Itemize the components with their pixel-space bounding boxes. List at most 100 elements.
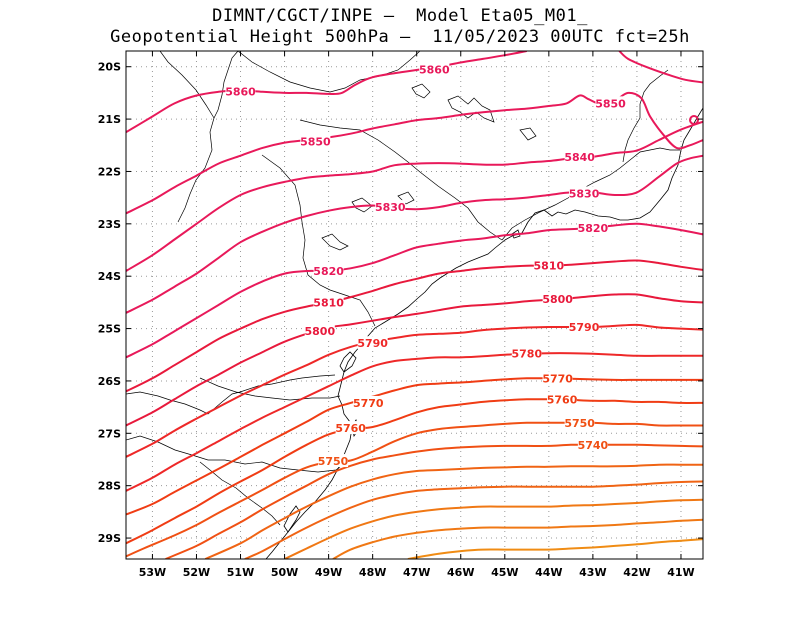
y-tick-label: 20S [98,61,121,74]
x-tick-label: 51W [227,566,254,579]
contour-label-5740: 5740 [578,439,609,452]
y-tick-label: 24S [98,270,121,283]
contour-line-5860 [126,51,527,134]
y-tick-label: 28S [98,480,121,493]
contour-label-5810: 5810 [534,260,565,273]
x-tick-label: 41W [667,566,694,579]
contour-line-5830 [126,154,703,314]
contour-line-5800 [126,293,703,427]
contour-label-5760: 5760 [547,393,578,406]
contour-line-5750 [126,421,703,558]
contour-label-5790: 5790 [357,337,388,350]
contour-line-5760 [126,398,703,545]
contour-label-5790: 5790 [569,321,600,334]
contour-label-bg [569,319,600,333]
closed-contour [689,115,699,125]
border-mg-es [622,117,641,163]
contour-line-5850 [126,91,703,215]
contour-label-bg [313,295,344,309]
y-tick-label: 23S [98,218,121,231]
contour-label-bg [569,186,600,200]
contour-lines-layer [126,51,703,559]
contour-label-bg [313,263,344,277]
contour-label-5860: 5860 [419,63,450,76]
border-ms-sp [213,51,239,119]
contour-label-5770: 5770 [353,397,384,410]
contour-label-bg [335,421,366,435]
border-mg-sp [299,119,503,241]
border-paraguay-brazil [159,51,215,223]
contour-label-5850: 5850 [595,97,626,110]
contour-label-5860: 5860 [225,85,256,98]
contour-line-5790 [126,323,703,458]
contour-line-5840 [126,120,703,272]
title-line-2: Geopotential Height 500hPa – 11/05/2023 … [110,27,690,47]
contour-label-5770: 5770 [542,372,573,385]
border-northeast [639,69,669,118]
x-tick-label: 49W [315,566,342,579]
x-tick-label: 44W [535,566,562,579]
plot-frame [125,50,704,560]
contour-label-5820: 5820 [313,265,344,278]
contour-label-bg [542,292,573,306]
contour-label-bg [300,134,331,148]
x-tick-label: 50W [271,566,298,579]
y-tick-label: 26S [98,375,121,388]
border-sc-rs [126,435,347,473]
contour-label-5760: 5760 [335,422,366,435]
x-tick-label: 48W [359,566,386,579]
y-tick-label: 29S [98,532,121,545]
x-tick-label: 53W [139,566,166,579]
contour-label-5800: 5800 [304,325,335,338]
plot-background [126,51,703,559]
contour-label-bg [564,149,595,163]
bay-inlet [339,351,357,373]
reservoir-1 [447,95,495,123]
axis-ticks: 53W 52W 51W 50W 49W 48W 47W 46W 45W 44W 43W 42W 41W 2… [98,51,703,579]
contour-labels-layer: 5860 5860 5850 5850 5840 5830 5830 5820 5820 5810… [225,62,626,468]
x-tick-label: 47W [403,566,430,579]
y-tick-label: 21S [98,113,121,126]
contour-label-5840: 5840 [564,151,595,164]
contour-line-5860 [618,51,703,84]
y-tick-label: 22S [98,165,121,178]
contour-line-5740 [165,443,703,559]
border-mg-sp-north [237,51,421,93]
contour-line-5690 [407,538,703,559]
x-tick-label: 45W [491,566,518,579]
lagoa-dos-patos [283,505,301,533]
x-tick-label: 52W [183,566,210,579]
contour-line-5770 [126,377,703,516]
contour-label-bg [547,392,578,406]
contour-label-bg [564,415,595,429]
contour-label-bg [375,200,406,214]
reservoir-5 [519,127,537,141]
contour-label-5800: 5800 [542,293,573,306]
contour-label-bg [225,84,256,98]
contour-label-bg [542,371,573,385]
border-mg-rj [501,147,680,241]
border-sp-pr [261,154,376,327]
contour-line-5780 [126,352,703,492]
x-tick-label: 46W [447,566,474,579]
contour-label-bg [533,258,564,272]
contour-label-bg [511,346,542,360]
contour-label-5830: 5830 [375,201,406,214]
contour-line-5710 [284,498,703,559]
contour-label-5750: 5750 [564,417,595,430]
island-ilhabela [511,229,521,239]
contour-label-5750: 5750 [318,455,349,468]
contour-label-bg [577,437,608,451]
contour-label-bg [577,221,608,235]
border-argentina [126,374,336,415]
x-tick-label: 43W [579,566,606,579]
contour-label-5850: 5850 [300,136,331,149]
contour-label-bg [353,395,384,409]
title-line-1: DIMNT/CGCT/INPE – Model Eta05_M01_ [212,6,588,26]
reservoir-4 [321,233,349,251]
contour-line-5820 [126,222,703,359]
contour-label-bg [357,336,388,350]
contour-label-bg [419,62,450,76]
contour-label-5810: 5810 [313,296,344,309]
